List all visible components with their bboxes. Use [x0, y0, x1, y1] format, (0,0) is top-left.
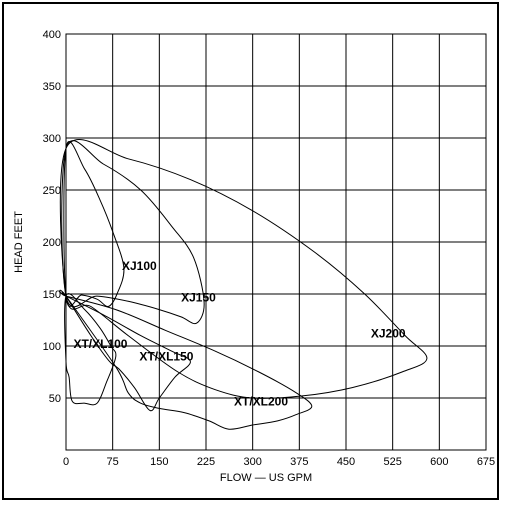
- x-tick-label: 525: [383, 456, 401, 468]
- x-tick-label: 225: [197, 456, 215, 468]
- y-tick-label: 150: [43, 289, 61, 301]
- region-label-xj150: XJ150: [181, 290, 216, 304]
- performance-regions: [59, 139, 428, 430]
- y-tick-label: 400: [43, 29, 61, 41]
- region-outline-xj150: [61, 140, 205, 325]
- y-tick-label: 200: [43, 237, 61, 249]
- pump-performance-chart: XJ100XJ150XJ200XT/XL100XT/XL150XT/XL200 …: [13, 29, 496, 484]
- y-tick-label: 300: [43, 133, 61, 145]
- chart-frame: XJ100 XJ150 XJ200 XT/XL100 XT/XL150 XT/XL200 …: [2, 2, 499, 500]
- region-label-xt-xl100: XT/XL100: [73, 337, 127, 351]
- region-outline-xt-xl200: [59, 289, 313, 430]
- x-tick-label: 450: [337, 456, 355, 468]
- region-labels: XJ100 XJ150 XJ200 XT/XL100 XT/XL150 XT/XL200: [73, 259, 405, 408]
- region-outline-xt-xl100: [64, 293, 117, 406]
- y-tick-label: 250: [43, 185, 61, 197]
- x-tick-label: 150: [150, 456, 168, 468]
- x-axis-label: FLOW — US GPM: [220, 472, 312, 484]
- x-tick-label: 75: [107, 456, 119, 468]
- x-tick-label: 375: [290, 456, 308, 468]
- y-tick-label: 100: [43, 341, 61, 353]
- region-label-xt-xl200: XT/XL200: [234, 394, 288, 408]
- y-axis-label: HEAD FEET: [13, 211, 25, 273]
- y-tick-label: 350: [43, 81, 61, 93]
- region-label-xt-xl150: XT/XL150: [139, 350, 193, 364]
- region-outline-xj200: [59, 139, 428, 399]
- x-tick-label: 300: [243, 456, 261, 468]
- tick-labels: 0 75 150 225 300 375 450 525 600 675 50 100 150 200 25…: [43, 29, 496, 468]
- region-outline-xj100: [63, 141, 125, 308]
- y-tick-label: 50: [49, 393, 61, 405]
- region-label-xj200: XJ200: [371, 327, 406, 341]
- x-tick-label: 675: [477, 456, 495, 468]
- region-label-xj100: XJ100: [122, 259, 157, 273]
- x-tick-label: 600: [430, 456, 448, 468]
- x-tick-label: 0: [63, 456, 69, 468]
- grid: [65, 33, 487, 451]
